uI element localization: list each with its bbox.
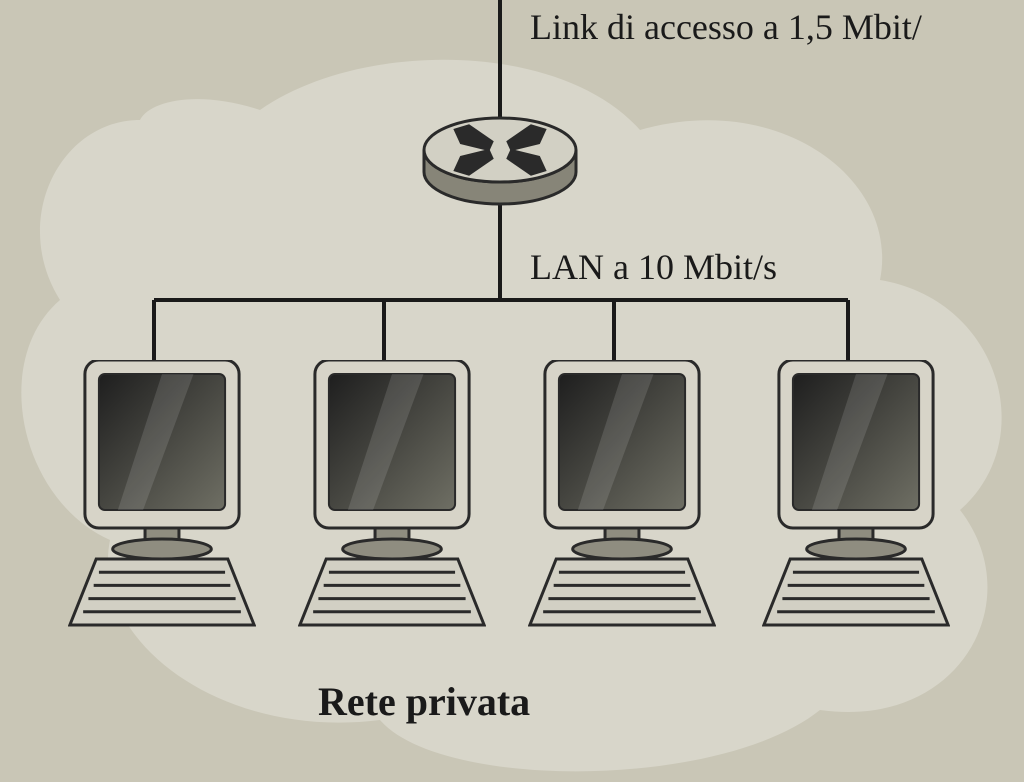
pc-icon: [298, 360, 486, 660]
drop-line: [382, 300, 386, 360]
diagram-root: Link di accesso a 1,5 Mbit/ LAN a 10 Mbi…: [0, 0, 1024, 782]
drop-line: [846, 300, 850, 360]
access-link-label: Link di accesso a 1,5 Mbit/: [530, 6, 922, 48]
pc-icon: [528, 360, 716, 660]
pc-icon: [762, 360, 950, 660]
drop-line: [152, 300, 156, 360]
private-net-label: Rete privata: [318, 678, 530, 725]
router-icon: [419, 113, 581, 209]
bus-line: [154, 298, 848, 302]
drop-line: [612, 300, 616, 360]
uplink-line: [498, 0, 502, 118]
lan-label: LAN a 10 Mbit/s: [530, 246, 777, 288]
pc-icon: [68, 360, 256, 660]
